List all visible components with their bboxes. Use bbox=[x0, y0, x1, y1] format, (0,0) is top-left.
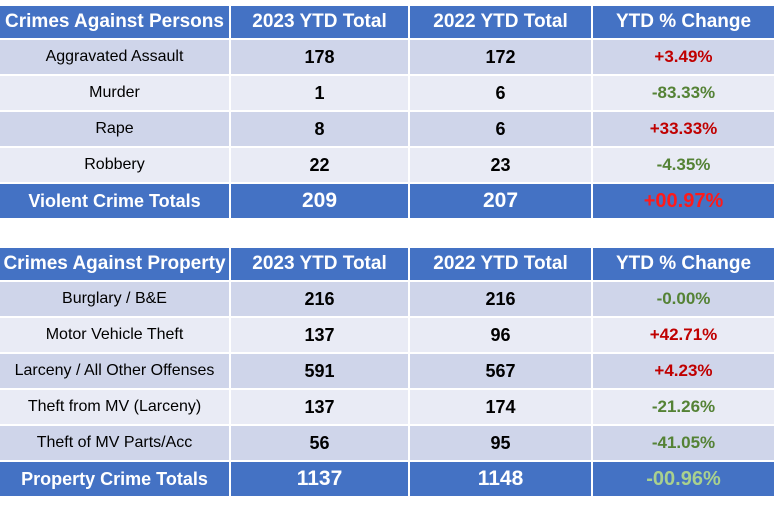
total-percent-change: +00.97% bbox=[593, 184, 774, 218]
row-label: Aggravated Assault bbox=[0, 40, 229, 74]
row-label: Murder bbox=[0, 76, 229, 110]
total-2023: 1137 bbox=[231, 462, 408, 496]
value-2022: 23 bbox=[410, 148, 591, 182]
value-2023: 8 bbox=[231, 112, 408, 146]
value-2023: 178 bbox=[231, 40, 408, 74]
value-2022: 172 bbox=[410, 40, 591, 74]
table-row: Aggravated Assault 178 172 +3.49% bbox=[0, 40, 774, 74]
value-2022: 216 bbox=[410, 282, 591, 316]
value-2023: 56 bbox=[231, 426, 408, 460]
table-spacer bbox=[0, 220, 774, 246]
value-2022: 567 bbox=[410, 354, 591, 388]
total-2022: 207 bbox=[410, 184, 591, 218]
header-2023: 2023 YTD Total bbox=[231, 248, 408, 280]
percent-change: -21.26% bbox=[593, 390, 774, 424]
totals-row: Property Crime Totals 1137 1148 -00.96% bbox=[0, 462, 774, 496]
value-2023: 137 bbox=[231, 318, 408, 352]
value-2022: 6 bbox=[410, 76, 591, 110]
value-2023: 216 bbox=[231, 282, 408, 316]
row-label: Theft of MV Parts/Acc bbox=[0, 426, 229, 460]
table-row: Motor Vehicle Theft 137 96 +42.71% bbox=[0, 318, 774, 352]
table-header-row: Crimes Against Persons 2023 YTD Total 20… bbox=[0, 6, 774, 38]
crimes-against-persons-table: Crimes Against Persons 2023 YTD Total 20… bbox=[0, 4, 774, 220]
total-percent-change: -00.96% bbox=[593, 462, 774, 496]
row-label: Theft from MV (Larceny) bbox=[0, 390, 229, 424]
value-2023: 22 bbox=[231, 148, 408, 182]
value-2022: 174 bbox=[410, 390, 591, 424]
total-2022: 1148 bbox=[410, 462, 591, 496]
row-label: Rape bbox=[0, 112, 229, 146]
percent-change: +33.33% bbox=[593, 112, 774, 146]
value-2023: 591 bbox=[231, 354, 408, 388]
value-2022: 95 bbox=[410, 426, 591, 460]
header-2022: 2022 YTD Total bbox=[410, 6, 591, 38]
percent-change: -0.00% bbox=[593, 282, 774, 316]
totals-label: Property Crime Totals bbox=[0, 462, 229, 496]
table-row: Larceny / All Other Offenses 591 567 +4.… bbox=[0, 354, 774, 388]
table-row: Murder 1 6 -83.33% bbox=[0, 76, 774, 110]
value-2022: 96 bbox=[410, 318, 591, 352]
totals-row: Violent Crime Totals 209 207 +00.97% bbox=[0, 184, 774, 218]
percent-change: -41.05% bbox=[593, 426, 774, 460]
value-2023: 1 bbox=[231, 76, 408, 110]
header-change: YTD % Change bbox=[593, 248, 774, 280]
table-row: Theft of MV Parts/Acc 56 95 -41.05% bbox=[0, 426, 774, 460]
header-category: Crimes Against Property bbox=[0, 248, 229, 280]
table-header-row: Crimes Against Property 2023 YTD Total 2… bbox=[0, 248, 774, 280]
crimes-against-property-table: Crimes Against Property 2023 YTD Total 2… bbox=[0, 246, 774, 498]
percent-change: +42.71% bbox=[593, 318, 774, 352]
row-label: Burglary / B&E bbox=[0, 282, 229, 316]
header-category: Crimes Against Persons bbox=[0, 6, 229, 38]
percent-change: -4.35% bbox=[593, 148, 774, 182]
percent-change: +4.23% bbox=[593, 354, 774, 388]
value-2023: 137 bbox=[231, 390, 408, 424]
header-2022: 2022 YTD Total bbox=[410, 248, 591, 280]
header-2023: 2023 YTD Total bbox=[231, 6, 408, 38]
table-row: Theft from MV (Larceny) 137 174 -21.26% bbox=[0, 390, 774, 424]
percent-change: +3.49% bbox=[593, 40, 774, 74]
value-2022: 6 bbox=[410, 112, 591, 146]
header-change: YTD % Change bbox=[593, 6, 774, 38]
row-label: Robbery bbox=[0, 148, 229, 182]
table-row: Burglary / B&E 216 216 -0.00% bbox=[0, 282, 774, 316]
table-row: Rape 8 6 +33.33% bbox=[0, 112, 774, 146]
totals-label: Violent Crime Totals bbox=[0, 184, 229, 218]
row-label: Larceny / All Other Offenses bbox=[0, 354, 229, 388]
percent-change: -83.33% bbox=[593, 76, 774, 110]
total-2023: 209 bbox=[231, 184, 408, 218]
row-label: Motor Vehicle Theft bbox=[0, 318, 229, 352]
table-row: Robbery 22 23 -4.35% bbox=[0, 148, 774, 182]
